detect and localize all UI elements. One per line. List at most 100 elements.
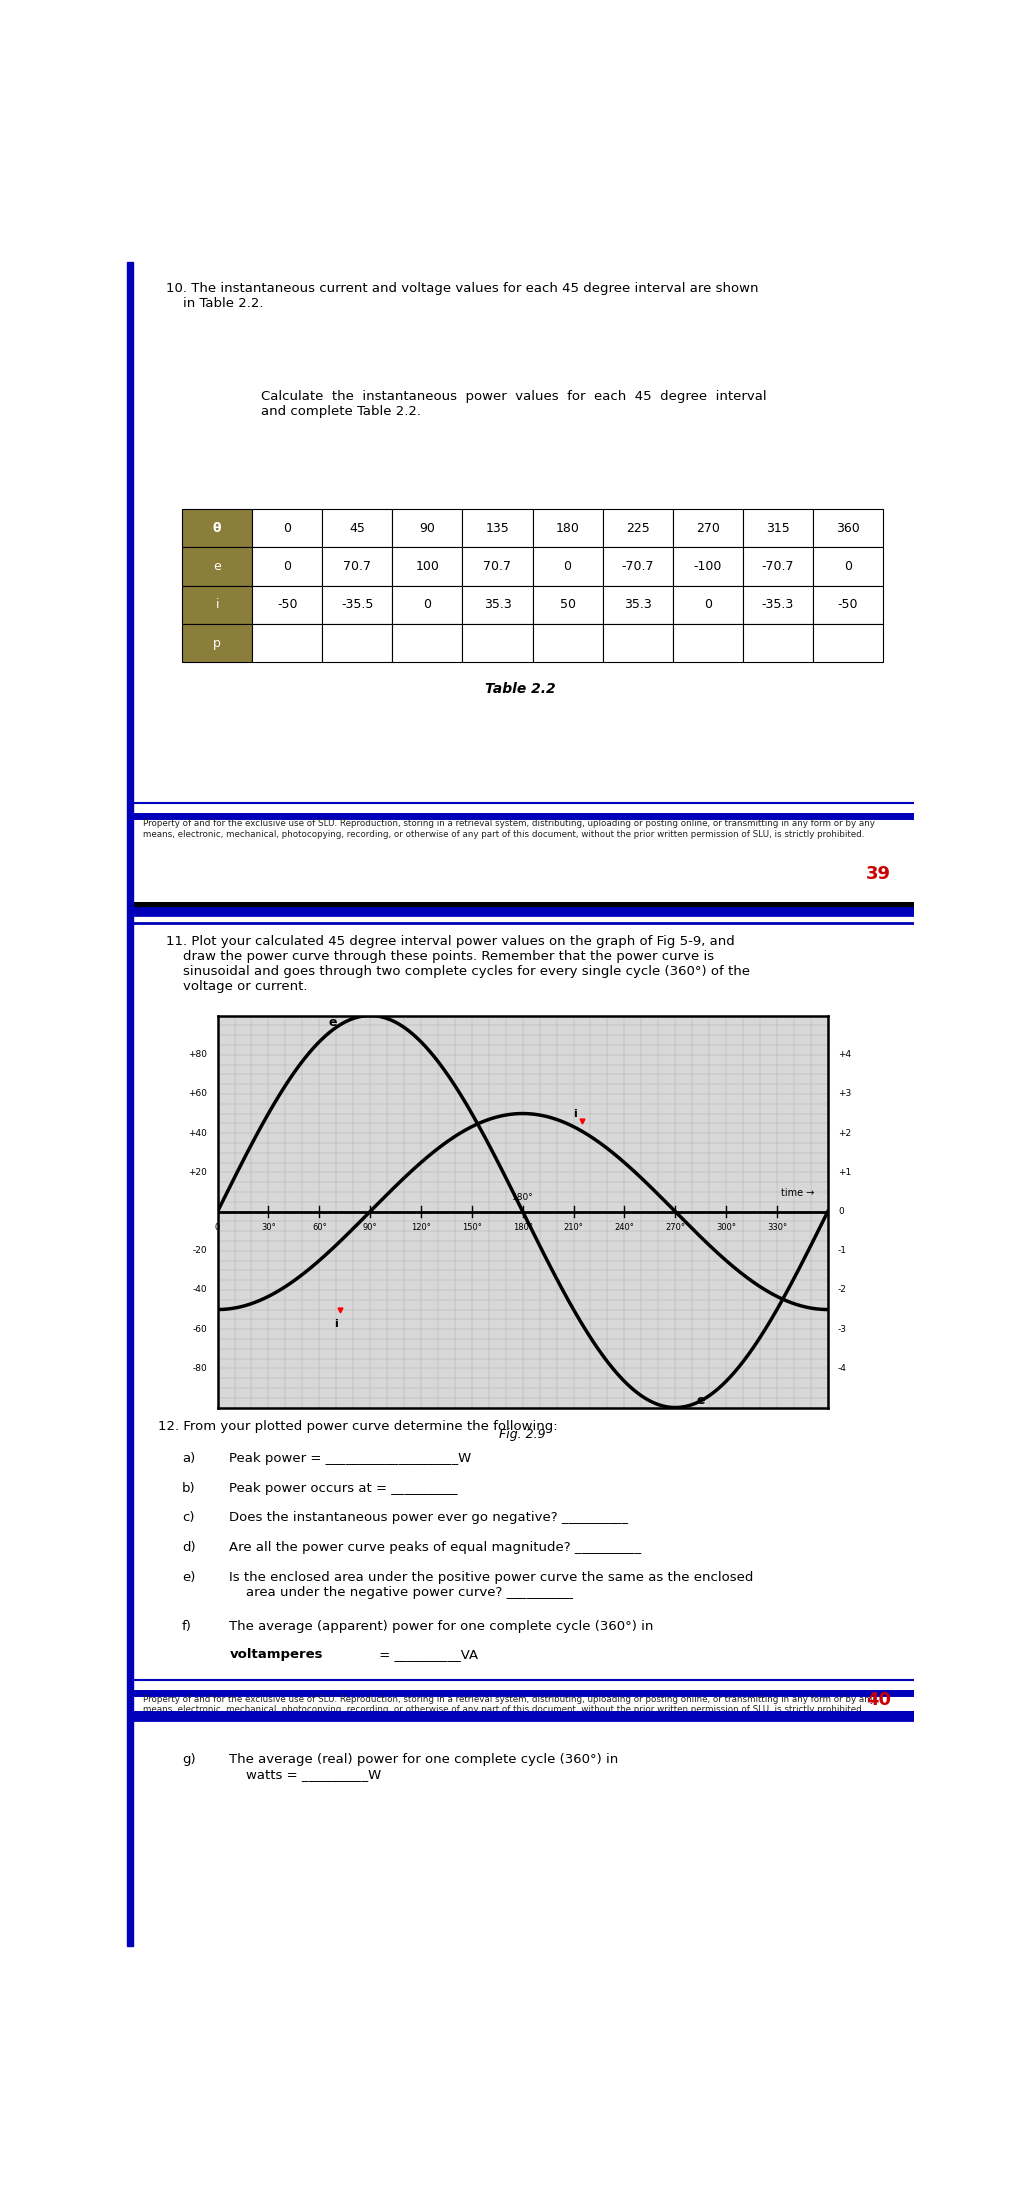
Bar (813, 586, 883, 623)
Bar (673, 510, 743, 547)
Bar (602, 510, 673, 547)
Text: Are all the power curve peaks of equal magnitude? __________: Are all the power curve peaks of equal m… (230, 1542, 641, 1555)
Bar (673, 623, 743, 663)
Text: 180: 180 (556, 521, 579, 534)
Bar (532, 623, 602, 663)
Text: 135: 135 (486, 521, 509, 534)
Bar (322, 623, 392, 663)
Text: Peak power = ____________________W: Peak power = ____________________W (230, 1452, 471, 1465)
Text: Table 2.2: Table 2.2 (486, 682, 556, 695)
Text: 35.3: 35.3 (484, 599, 511, 612)
Bar (673, 510, 743, 547)
Text: f): f) (182, 1621, 192, 1634)
Bar (392, 623, 462, 663)
Bar (813, 510, 883, 547)
Bar (743, 586, 813, 623)
Text: -35.5: -35.5 (341, 599, 374, 612)
Bar (322, 547, 392, 586)
Bar (813, 623, 883, 663)
Bar (322, 586, 392, 623)
Bar (392, 586, 462, 623)
Bar (252, 623, 322, 663)
Bar (252, 510, 322, 547)
Bar (673, 547, 743, 586)
Bar (322, 623, 392, 663)
Bar (743, 623, 813, 663)
Text: a): a) (182, 1452, 195, 1465)
Bar (182, 547, 252, 586)
Text: voltamperes: voltamperes (230, 1647, 323, 1660)
Text: 0: 0 (704, 599, 711, 612)
Bar (462, 547, 532, 586)
Text: e: e (213, 560, 221, 573)
Bar (743, 547, 813, 586)
Text: c): c) (182, 1511, 195, 1524)
Text: 12. From your plotted power curve determine the following:: 12. From your plotted power curve determ… (158, 1419, 558, 1432)
Text: p: p (213, 636, 221, 650)
Bar (673, 586, 743, 623)
Bar (532, 623, 602, 663)
Text: 90: 90 (420, 521, 435, 534)
Bar (252, 623, 322, 663)
Bar (602, 623, 673, 663)
Bar (743, 547, 813, 586)
Bar (673, 547, 743, 586)
Text: 39: 39 (866, 866, 891, 884)
Bar (182, 623, 252, 663)
Bar (392, 623, 462, 663)
Bar (462, 623, 532, 663)
Text: 0: 0 (424, 599, 432, 612)
Bar (252, 586, 322, 623)
Text: Does the instantaneous power ever go negative? __________: Does the instantaneous power ever go neg… (230, 1511, 629, 1524)
Bar (392, 510, 462, 547)
Bar (602, 623, 673, 663)
Bar (252, 586, 322, 623)
Bar (322, 510, 392, 547)
Text: 35.3: 35.3 (624, 599, 651, 612)
Text: b): b) (182, 1483, 196, 1496)
Text: Property of and for the exclusive use of SLU. Reproduction, storing in a retriev: Property of and for the exclusive use of… (142, 1695, 875, 1715)
Bar (532, 586, 602, 623)
Text: -70.7: -70.7 (622, 560, 654, 573)
Bar (743, 623, 813, 663)
Text: -35.3: -35.3 (762, 599, 793, 612)
Bar (532, 510, 602, 547)
Text: g): g) (182, 1754, 196, 1767)
Text: d): d) (182, 1542, 196, 1555)
Text: 0: 0 (564, 560, 572, 573)
Bar (182, 623, 252, 663)
Text: e): e) (182, 1570, 195, 1583)
Bar (602, 547, 673, 586)
Bar (127, 262, 133, 903)
Text: -50: -50 (837, 599, 859, 612)
Bar (743, 510, 813, 547)
Text: 270: 270 (696, 521, 719, 534)
Bar (532, 547, 602, 586)
Bar (182, 586, 252, 623)
Bar (532, 510, 602, 547)
Text: 225: 225 (626, 521, 649, 534)
Bar (252, 547, 322, 586)
Bar (392, 510, 462, 547)
Bar (602, 547, 673, 586)
Bar (462, 586, 532, 623)
Text: Calculate  the  instantaneous  power  values  for  each  45  degree  interval
an: Calculate the instantaneous power values… (261, 391, 766, 418)
Bar (182, 586, 252, 623)
Bar (813, 623, 883, 663)
Text: 0: 0 (844, 560, 851, 573)
Bar (673, 623, 743, 663)
Bar (462, 510, 532, 547)
Bar (392, 547, 462, 586)
Text: The average (real) power for one complete cycle (360°) in
    watts = __________: The average (real) power for one complet… (230, 1754, 619, 1780)
Bar (813, 510, 883, 547)
Text: Property of and for the exclusive use of SLU. Reproduction, storing in a retriev: Property of and for the exclusive use of… (142, 820, 875, 838)
Text: 0: 0 (283, 560, 292, 573)
Bar (602, 586, 673, 623)
Bar (813, 586, 883, 623)
Text: Is the enclosed area under the positive power curve the same as the enclosed
   : Is the enclosed area under the positive … (230, 1570, 754, 1599)
Text: 315: 315 (766, 521, 789, 534)
Text: 11. Plot your calculated 45 degree interval power values on the graph of Fig 5-9: 11. Plot your calculated 45 degree inter… (167, 934, 751, 993)
Text: 40: 40 (866, 1691, 891, 1708)
Text: Peak power occurs at = __________: Peak power occurs at = __________ (230, 1483, 458, 1496)
Bar (462, 623, 532, 663)
